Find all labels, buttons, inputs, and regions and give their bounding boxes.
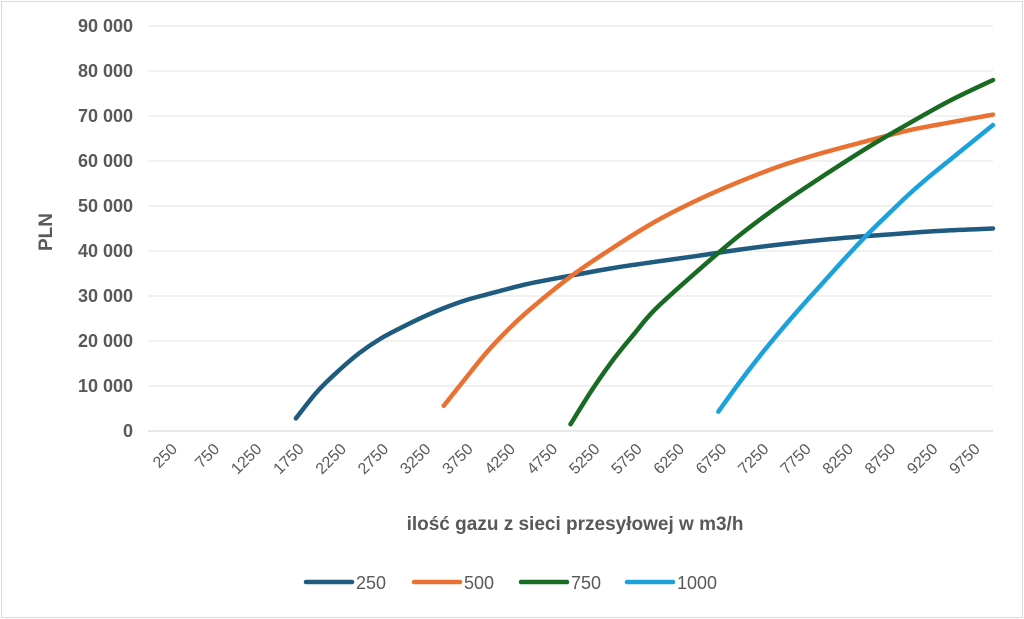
x-tick-label: 7750 <box>778 441 815 478</box>
y-tick-label: 90 000 <box>78 16 133 36</box>
x-axis-ticks: 250 750 1250 1750 2250 2750 3250 3750 4250 4750 52… <box>150 441 984 478</box>
y-tick-label: 80 000 <box>78 61 133 81</box>
legend-label: 1000 <box>677 573 717 593</box>
x-tick-label: 3750 <box>440 441 477 478</box>
y-tick-label: 50 000 <box>78 196 133 216</box>
series-line-500 <box>441 112 996 409</box>
legend-label: 250 <box>356 573 386 593</box>
series-line-250 <box>293 226 996 421</box>
series-line-1000 <box>716 122 996 414</box>
x-tick-label: 4250 <box>482 441 519 478</box>
y-tick-label: 20 000 <box>78 331 133 351</box>
legend: 250 500 750 1000 <box>303 573 717 593</box>
y-axis-ticks: 0 10 000 20 000 30 000 40 000 50 000 60 000 70 … <box>78 16 133 441</box>
series-line-750 <box>568 77 996 427</box>
legend-label: 500 <box>464 573 494 593</box>
x-tick-label: 8250 <box>820 441 857 478</box>
x-tick-label: 3250 <box>397 441 434 478</box>
legend-label: 750 <box>571 573 601 593</box>
y-tick-label: 10 000 <box>78 376 133 396</box>
y-tick-label: 70 000 <box>78 106 133 126</box>
x-tick-label: 6250 <box>651 441 688 478</box>
y-axis-title: PLN <box>36 213 57 251</box>
legend-item-1000: 1000 <box>624 573 717 593</box>
x-tick-label: 9250 <box>904 441 941 478</box>
x-tick-label: 5250 <box>566 441 603 478</box>
legend-item-750: 750 <box>518 573 601 593</box>
x-axis-title: ilość gazu z sieci przesyłowej w m3/h <box>407 514 744 535</box>
series-lines <box>293 77 996 427</box>
x-tick-label: 750 <box>192 441 223 472</box>
y-tick-label: 40 000 <box>78 241 133 261</box>
x-tick-label: 1750 <box>271 441 308 478</box>
legend-item-250: 250 <box>303 573 386 593</box>
x-tick-label: 250 <box>150 441 181 472</box>
x-tick-label: 5750 <box>609 441 646 478</box>
legend-item-500: 500 <box>411 573 494 593</box>
y-tick-label: 0 <box>123 421 133 441</box>
x-tick-label: 7250 <box>735 441 772 478</box>
x-tick-label: 2250 <box>313 441 350 478</box>
x-tick-label: 6750 <box>693 441 730 478</box>
y-tick-label: 60 000 <box>78 151 133 171</box>
x-tick-label: 1250 <box>228 441 265 478</box>
gridlines <box>148 25 993 432</box>
x-tick-label: 4750 <box>524 441 561 478</box>
x-tick-label: 8750 <box>862 441 899 478</box>
y-tick-label: 30 000 <box>78 286 133 306</box>
x-tick-label: 2750 <box>355 441 392 478</box>
x-tick-label: 9750 <box>947 441 984 478</box>
